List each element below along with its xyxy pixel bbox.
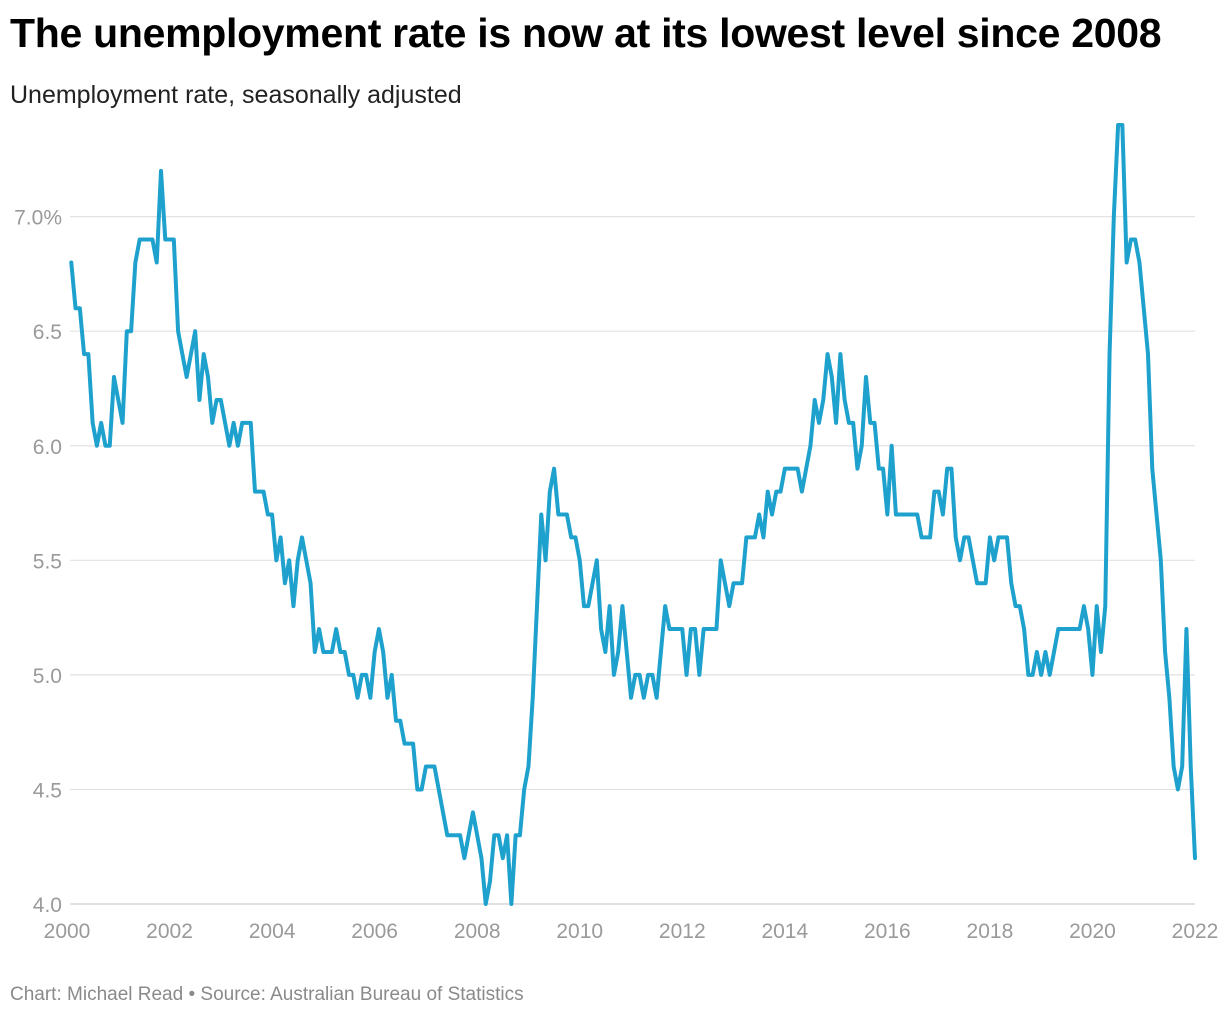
x-tick-label: 2004	[249, 920, 296, 943]
y-tick-label: 4.5	[33, 779, 62, 802]
y-tick-label: 5.5	[33, 550, 62, 573]
x-tick-label: 2000	[44, 920, 91, 943]
chart-credit: Chart: Michael Read	[10, 984, 184, 1005]
y-tick-label: 6.5	[33, 321, 62, 344]
y-tick-label: 6.0	[33, 436, 62, 459]
y-tick-label: 7.0%	[14, 207, 62, 230]
x-tick-label: 2006	[351, 920, 398, 943]
chart-source: Source: Australian Bureau of Statistics	[200, 984, 524, 1005]
x-tick-label: 2022	[1172, 920, 1219, 943]
x-tick-label: 2012	[659, 920, 706, 943]
grid-lines	[70, 216, 1195, 905]
x-axis-tick-labels: 2000 2002 2004 2006 2008 2010 2012 2014 2016 2018…	[44, 920, 1219, 943]
series-line-unemployment-rate	[69, 123, 1197, 906]
x-tick-label: 2020	[1069, 920, 1116, 943]
x-tick-label: 2014	[761, 920, 808, 943]
chart-title: The unemployment rate is now at its lowe…	[10, 10, 1162, 56]
chart-footer: Chart: Michael Read • Source: Australian…	[10, 984, 524, 1006]
x-tick-label: 2018	[967, 920, 1014, 943]
y-axis-tick-labels: 4.0 4.5 5.0 5.5 6.0 6.5 7.0%	[14, 207, 62, 917]
series-layer	[69, 123, 1197, 906]
y-tick-label: 5.0	[33, 665, 62, 688]
x-tick-label: 2016	[864, 920, 911, 943]
line-chart: 4.04.55.05.56.06.57.0% 2000 2002 2004 2006 2…	[14, 123, 1219, 943]
x-tick-label: 2010	[556, 920, 603, 943]
chart-subtitle: Unemployment rate, seasonally adjusted	[10, 81, 462, 109]
footer-separator: •	[188, 984, 196, 1005]
x-tick-label: 2002	[146, 920, 193, 943]
y-tick-label: 4.0	[33, 894, 62, 917]
x-tick-label: 2008	[454, 920, 501, 943]
